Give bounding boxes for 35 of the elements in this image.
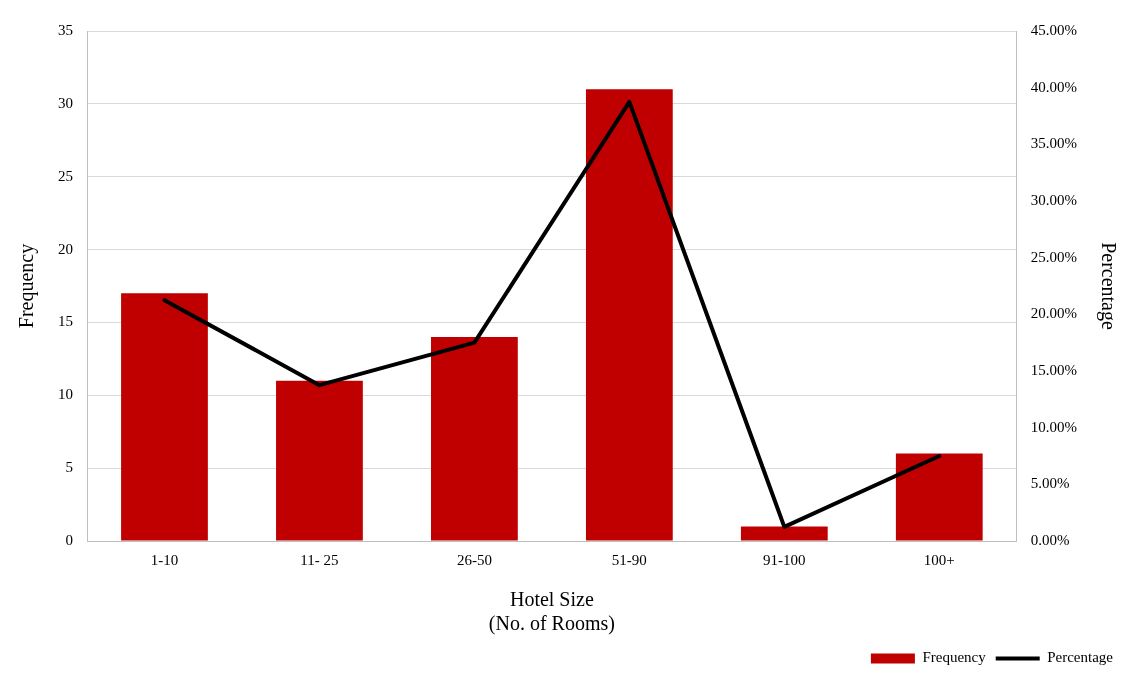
y2-tick-label: 5.00% bbox=[1030, 475, 1070, 492]
x-tick-label: 51-90 bbox=[611, 551, 647, 568]
bar bbox=[740, 526, 828, 541]
bar bbox=[431, 337, 518, 541]
y-tick-label: 15 bbox=[58, 313, 73, 330]
y-axis-title: Frequency bbox=[15, 243, 39, 329]
y2-tick-label: 0.00% bbox=[1030, 531, 1070, 548]
y-tick-label: 30 bbox=[58, 94, 73, 111]
y2-tick-label: 15.00% bbox=[1030, 361, 1077, 378]
y-tick-label: 35 bbox=[58, 21, 73, 38]
bar bbox=[585, 89, 673, 541]
bar bbox=[121, 293, 208, 541]
y2-tick-label: 40.00% bbox=[1030, 78, 1077, 95]
y2-axis-title: Percentage bbox=[1096, 242, 1120, 330]
bar bbox=[895, 453, 983, 541]
x-tick-label: 91-100 bbox=[763, 551, 806, 568]
bar bbox=[276, 380, 363, 541]
x-tick-label: 100+ bbox=[923, 551, 955, 568]
y2-tick-label: 20.00% bbox=[1030, 305, 1077, 322]
x-axis-title: Hotel Size (No. of Rooms) bbox=[488, 588, 615, 636]
y2-tick-label: 10.00% bbox=[1030, 418, 1077, 435]
x-tick-label: 26-50 bbox=[456, 551, 492, 568]
y2-tick-label: 35.00% bbox=[1030, 135, 1077, 152]
legend-label: Frequency bbox=[922, 649, 987, 666]
y2-tick-label: 45.00% bbox=[1030, 21, 1077, 38]
y-tick-label: 20 bbox=[58, 240, 73, 257]
y-tick-label: 5 bbox=[65, 459, 73, 476]
x-tick-label: 1-10 bbox=[150, 551, 179, 568]
y2-tick-label: 25.00% bbox=[1030, 248, 1077, 265]
y-tick-label: 10 bbox=[58, 386, 73, 403]
y-tick-label: 0 bbox=[65, 531, 73, 548]
y-tick-label: 25 bbox=[58, 167, 73, 184]
y2-tick-label: 30.00% bbox=[1030, 191, 1077, 208]
x-tick-label: 11- 25 bbox=[300, 551, 339, 568]
legend-label: Percentage bbox=[1047, 649, 1114, 666]
